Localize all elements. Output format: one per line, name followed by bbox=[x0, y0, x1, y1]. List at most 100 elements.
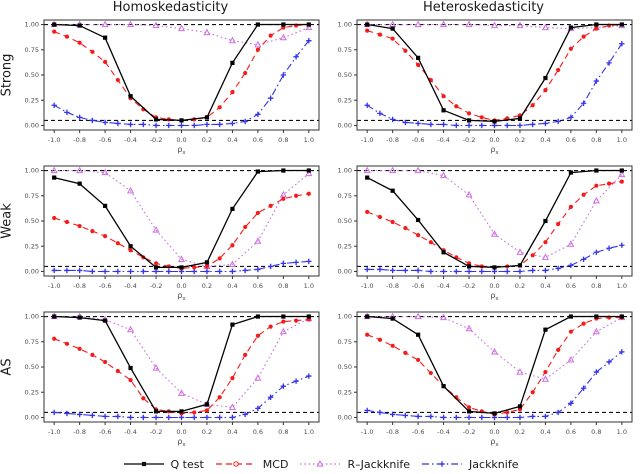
column-title-heteroskedasticity: Heteroskedasticity bbox=[423, 0, 544, 15]
svg-text:0.6: 0.6 bbox=[253, 428, 263, 436]
svg-text:0.50: 0.50 bbox=[25, 71, 39, 79]
svg-text:-0.6: -0.6 bbox=[412, 136, 425, 144]
svg-text:0.8: 0.8 bbox=[278, 136, 288, 144]
row-label-weak: Weak bbox=[0, 203, 15, 239]
svg-text:0.50: 0.50 bbox=[25, 363, 39, 371]
svg-text:0.50: 0.50 bbox=[338, 217, 352, 225]
svg-text:0.4: 0.4 bbox=[540, 282, 550, 290]
svg-text:-0.8: -0.8 bbox=[73, 428, 86, 436]
chart-row-weak: Weak 0.00 0.25 0.50 0.75 1.00 -1.0 -0.8 -0.6 -0.… bbox=[0, 162, 640, 308]
svg-text:1.00: 1.00 bbox=[25, 167, 39, 175]
jackknife-line-marker-icon bbox=[420, 458, 464, 470]
svg-text:-0.2: -0.2 bbox=[150, 136, 163, 144]
svg-text:0.2: 0.2 bbox=[515, 428, 525, 436]
svg-text:0.50: 0.50 bbox=[25, 217, 39, 225]
svg-text:0.75: 0.75 bbox=[25, 338, 39, 346]
svg-text:1.00: 1.00 bbox=[338, 21, 352, 29]
svg-text:0.75: 0.75 bbox=[338, 192, 352, 200]
svg-text:0.00: 0.00 bbox=[338, 122, 352, 130]
svg-text:ρx: ρx bbox=[490, 145, 499, 156]
panel-strong-homoskedasticity: 0.00 0.25 0.50 0.75 1.00 -1.0 -0.8 -0.6 -0.4 -0.2… bbox=[14, 16, 327, 162]
chart-row-strong: Strong 0.00 0.25 0.50 0.75 1.00 -1.0 -0.8 -0.6 -… bbox=[0, 16, 640, 162]
svg-text:0.2: 0.2 bbox=[515, 282, 525, 290]
svg-text:0.00: 0.00 bbox=[25, 122, 39, 130]
svg-text:0.75: 0.75 bbox=[338, 338, 352, 346]
svg-text:0.75: 0.75 bbox=[25, 192, 39, 200]
svg-text:0.25: 0.25 bbox=[338, 242, 352, 250]
svg-text:-0.8: -0.8 bbox=[386, 136, 399, 144]
row-label-strong: Strong bbox=[0, 53, 15, 97]
svg-text:-0.4: -0.4 bbox=[437, 282, 450, 290]
svg-text:0.00: 0.00 bbox=[25, 268, 39, 276]
svg-text:0.6: 0.6 bbox=[253, 282, 263, 290]
panel-weak-heteroskedasticity: 0.00 0.25 0.50 0.75 1.00 -1.0 -0.8 -0.6 -0.4 -0.2… bbox=[327, 162, 640, 308]
svg-text:-0.8: -0.8 bbox=[73, 136, 86, 144]
legend-label-jackknife: Jackknife bbox=[469, 457, 519, 471]
svg-text:0.0: 0.0 bbox=[176, 282, 186, 290]
svg-text:0.0: 0.0 bbox=[489, 136, 499, 144]
legend-item-mcd: MCD bbox=[214, 457, 289, 471]
svg-text:0.6: 0.6 bbox=[566, 282, 576, 290]
svg-text:0.25: 0.25 bbox=[338, 388, 352, 396]
svg-text:1.0: 1.0 bbox=[617, 282, 627, 290]
svg-text:-0.4: -0.4 bbox=[124, 136, 137, 144]
svg-text:1.0: 1.0 bbox=[304, 136, 314, 144]
svg-text:-0.6: -0.6 bbox=[99, 136, 112, 144]
svg-text:1.00: 1.00 bbox=[25, 21, 39, 29]
svg-text:0.0: 0.0 bbox=[176, 136, 186, 144]
svg-text:-1.0: -1.0 bbox=[361, 282, 374, 290]
svg-text:ρx: ρx bbox=[177, 145, 186, 156]
svg-text:0.2: 0.2 bbox=[515, 136, 525, 144]
svg-text:-1.0: -1.0 bbox=[48, 136, 61, 144]
svg-text:-0.4: -0.4 bbox=[437, 136, 450, 144]
svg-text:-0.2: -0.2 bbox=[463, 136, 476, 144]
svg-text:1.00: 1.00 bbox=[25, 313, 39, 321]
svg-text:-0.6: -0.6 bbox=[99, 282, 112, 290]
legend-label-r-jackknife: R–Jackknife bbox=[347, 457, 411, 471]
svg-text:0.50: 0.50 bbox=[338, 363, 352, 371]
svg-text:-0.4: -0.4 bbox=[124, 282, 137, 290]
legend-label-mcd: MCD bbox=[262, 457, 289, 471]
svg-text:0.50: 0.50 bbox=[338, 71, 352, 79]
chart-row-as: AS 0.00 0.25 0.50 0.75 1.00 -1.0 -0.8 -0.6 -0.4 -… bbox=[0, 308, 640, 454]
svg-text:0.25: 0.25 bbox=[25, 388, 39, 396]
svg-text:1.0: 1.0 bbox=[617, 136, 627, 144]
svg-text:0.75: 0.75 bbox=[338, 46, 352, 54]
svg-text:1.0: 1.0 bbox=[617, 428, 627, 436]
mcd-line-marker-icon bbox=[214, 458, 258, 470]
svg-text:0.25: 0.25 bbox=[25, 96, 39, 104]
svg-text:-0.4: -0.4 bbox=[437, 428, 450, 436]
svg-text:1.0: 1.0 bbox=[304, 282, 314, 290]
svg-text:0.4: 0.4 bbox=[227, 428, 237, 436]
svg-text:-0.2: -0.2 bbox=[463, 428, 476, 436]
svg-text:0.4: 0.4 bbox=[540, 428, 550, 436]
svg-text:1.00: 1.00 bbox=[338, 313, 352, 321]
svg-text:-0.2: -0.2 bbox=[150, 282, 163, 290]
svg-text:0.8: 0.8 bbox=[278, 282, 288, 290]
svg-text:0.25: 0.25 bbox=[25, 242, 39, 250]
svg-text:0.00: 0.00 bbox=[25, 414, 39, 422]
legend-item-r-jackknife: R–Jackknife bbox=[298, 458, 410, 471]
svg-text:1.0: 1.0 bbox=[304, 428, 314, 436]
q-test-line-marker-icon bbox=[122, 458, 166, 470]
svg-text:0.0: 0.0 bbox=[176, 428, 186, 436]
svg-text:-1.0: -1.0 bbox=[48, 428, 61, 436]
svg-text:-0.6: -0.6 bbox=[99, 428, 112, 436]
row-label-as: AS bbox=[0, 358, 15, 376]
svg-text:0.8: 0.8 bbox=[591, 282, 601, 290]
svg-text:-0.2: -0.2 bbox=[463, 282, 476, 290]
svg-text:1.00: 1.00 bbox=[338, 167, 352, 175]
svg-text:0.6: 0.6 bbox=[566, 136, 576, 144]
svg-text:0.0: 0.0 bbox=[489, 282, 499, 290]
legend-label-q-test: Q test bbox=[170, 457, 204, 471]
svg-text:0.2: 0.2 bbox=[202, 428, 212, 436]
panel-weak-homoskedasticity: 0.00 0.25 0.50 0.75 1.00 -1.0 -0.8 -0.6 -0.4 -0.2… bbox=[14, 162, 327, 308]
svg-text:0.6: 0.6 bbox=[253, 136, 263, 144]
svg-text:ρx: ρx bbox=[490, 437, 499, 448]
panel-strong-heteroskedasticity: 0.00 0.25 0.50 0.75 1.00 -1.0 -0.8 -0.6 -0.4 -0.2… bbox=[327, 16, 640, 162]
svg-text:0.8: 0.8 bbox=[278, 428, 288, 436]
svg-text:0.8: 0.8 bbox=[591, 136, 601, 144]
svg-text:0.4: 0.4 bbox=[540, 136, 550, 144]
svg-text:-0.8: -0.8 bbox=[386, 282, 399, 290]
